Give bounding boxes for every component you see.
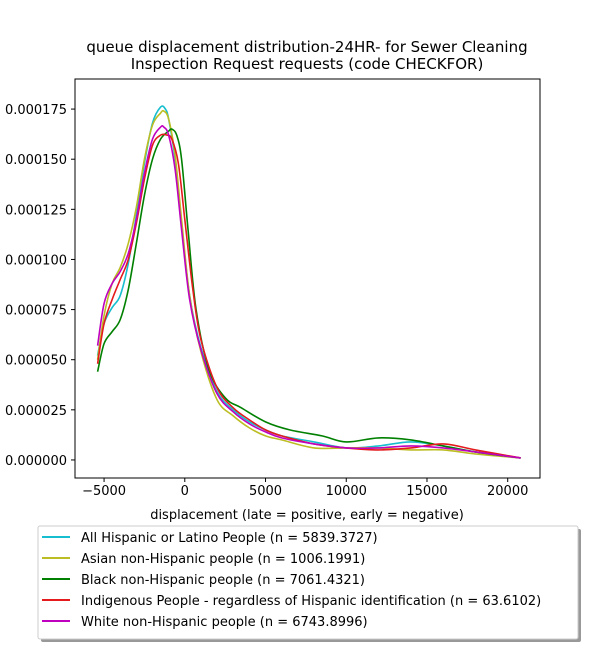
x-axis-label: displacement (late = positive, early = n… [150,508,464,523]
legend-label: Black non-Hispanic people (n = 7061.4321… [81,573,365,588]
y-tick-label: 0.000075 [5,304,67,319]
x-tick-label: 0 [181,484,189,499]
chart-title-line1: queue displacement distribution-24HR- fo… [86,38,527,56]
x-tick-label: 20000 [487,484,528,499]
legend-box [37,525,579,640]
x-tick-label: 5000 [249,484,282,499]
series-line-1 [96,109,521,459]
y-tick-label: 0.000025 [5,404,67,419]
y-tick-label: 0.000150 [5,153,67,168]
legend-label: White non-Hispanic people (n = 6743.8996… [81,615,368,630]
series-line-2 [96,128,521,459]
legend-label: All Hispanic or Latino People (n = 5839.… [81,531,378,546]
plot-frame [74,78,541,479]
chart-title-line2: Inspection Request requests (code CHECKF… [131,55,484,73]
x-tick-label: 15000 [406,484,447,499]
x-tick-label: 10000 [326,484,367,499]
legend-label: Indigenous People - regardless of Hispan… [81,594,541,609]
legend-label: Asian non-Hispanic people (n = 1006.1991… [81,552,365,567]
x-axis: −5000 0 5000 10000 15000 20000 [82,478,528,499]
y-tick-label: 0.000125 [5,203,67,218]
y-tick-label: 0.000050 [5,354,67,369]
legend: All Hispanic or Latino People (n = 5839.… [37,525,581,642]
series-line-0 [96,105,521,459]
series-line-4 [96,125,521,459]
y-tick-label: 0.000000 [5,454,67,469]
x-tick-label: −5000 [82,484,126,499]
y-tick-label: 0.000100 [5,253,67,268]
y-axis: 0.000000 0.000025 0.000050 0.000075 0.000100… [5,103,75,469]
y-tick-label: 0.000175 [5,103,67,118]
plot-area [96,105,521,459]
series-line-3 [96,133,521,459]
